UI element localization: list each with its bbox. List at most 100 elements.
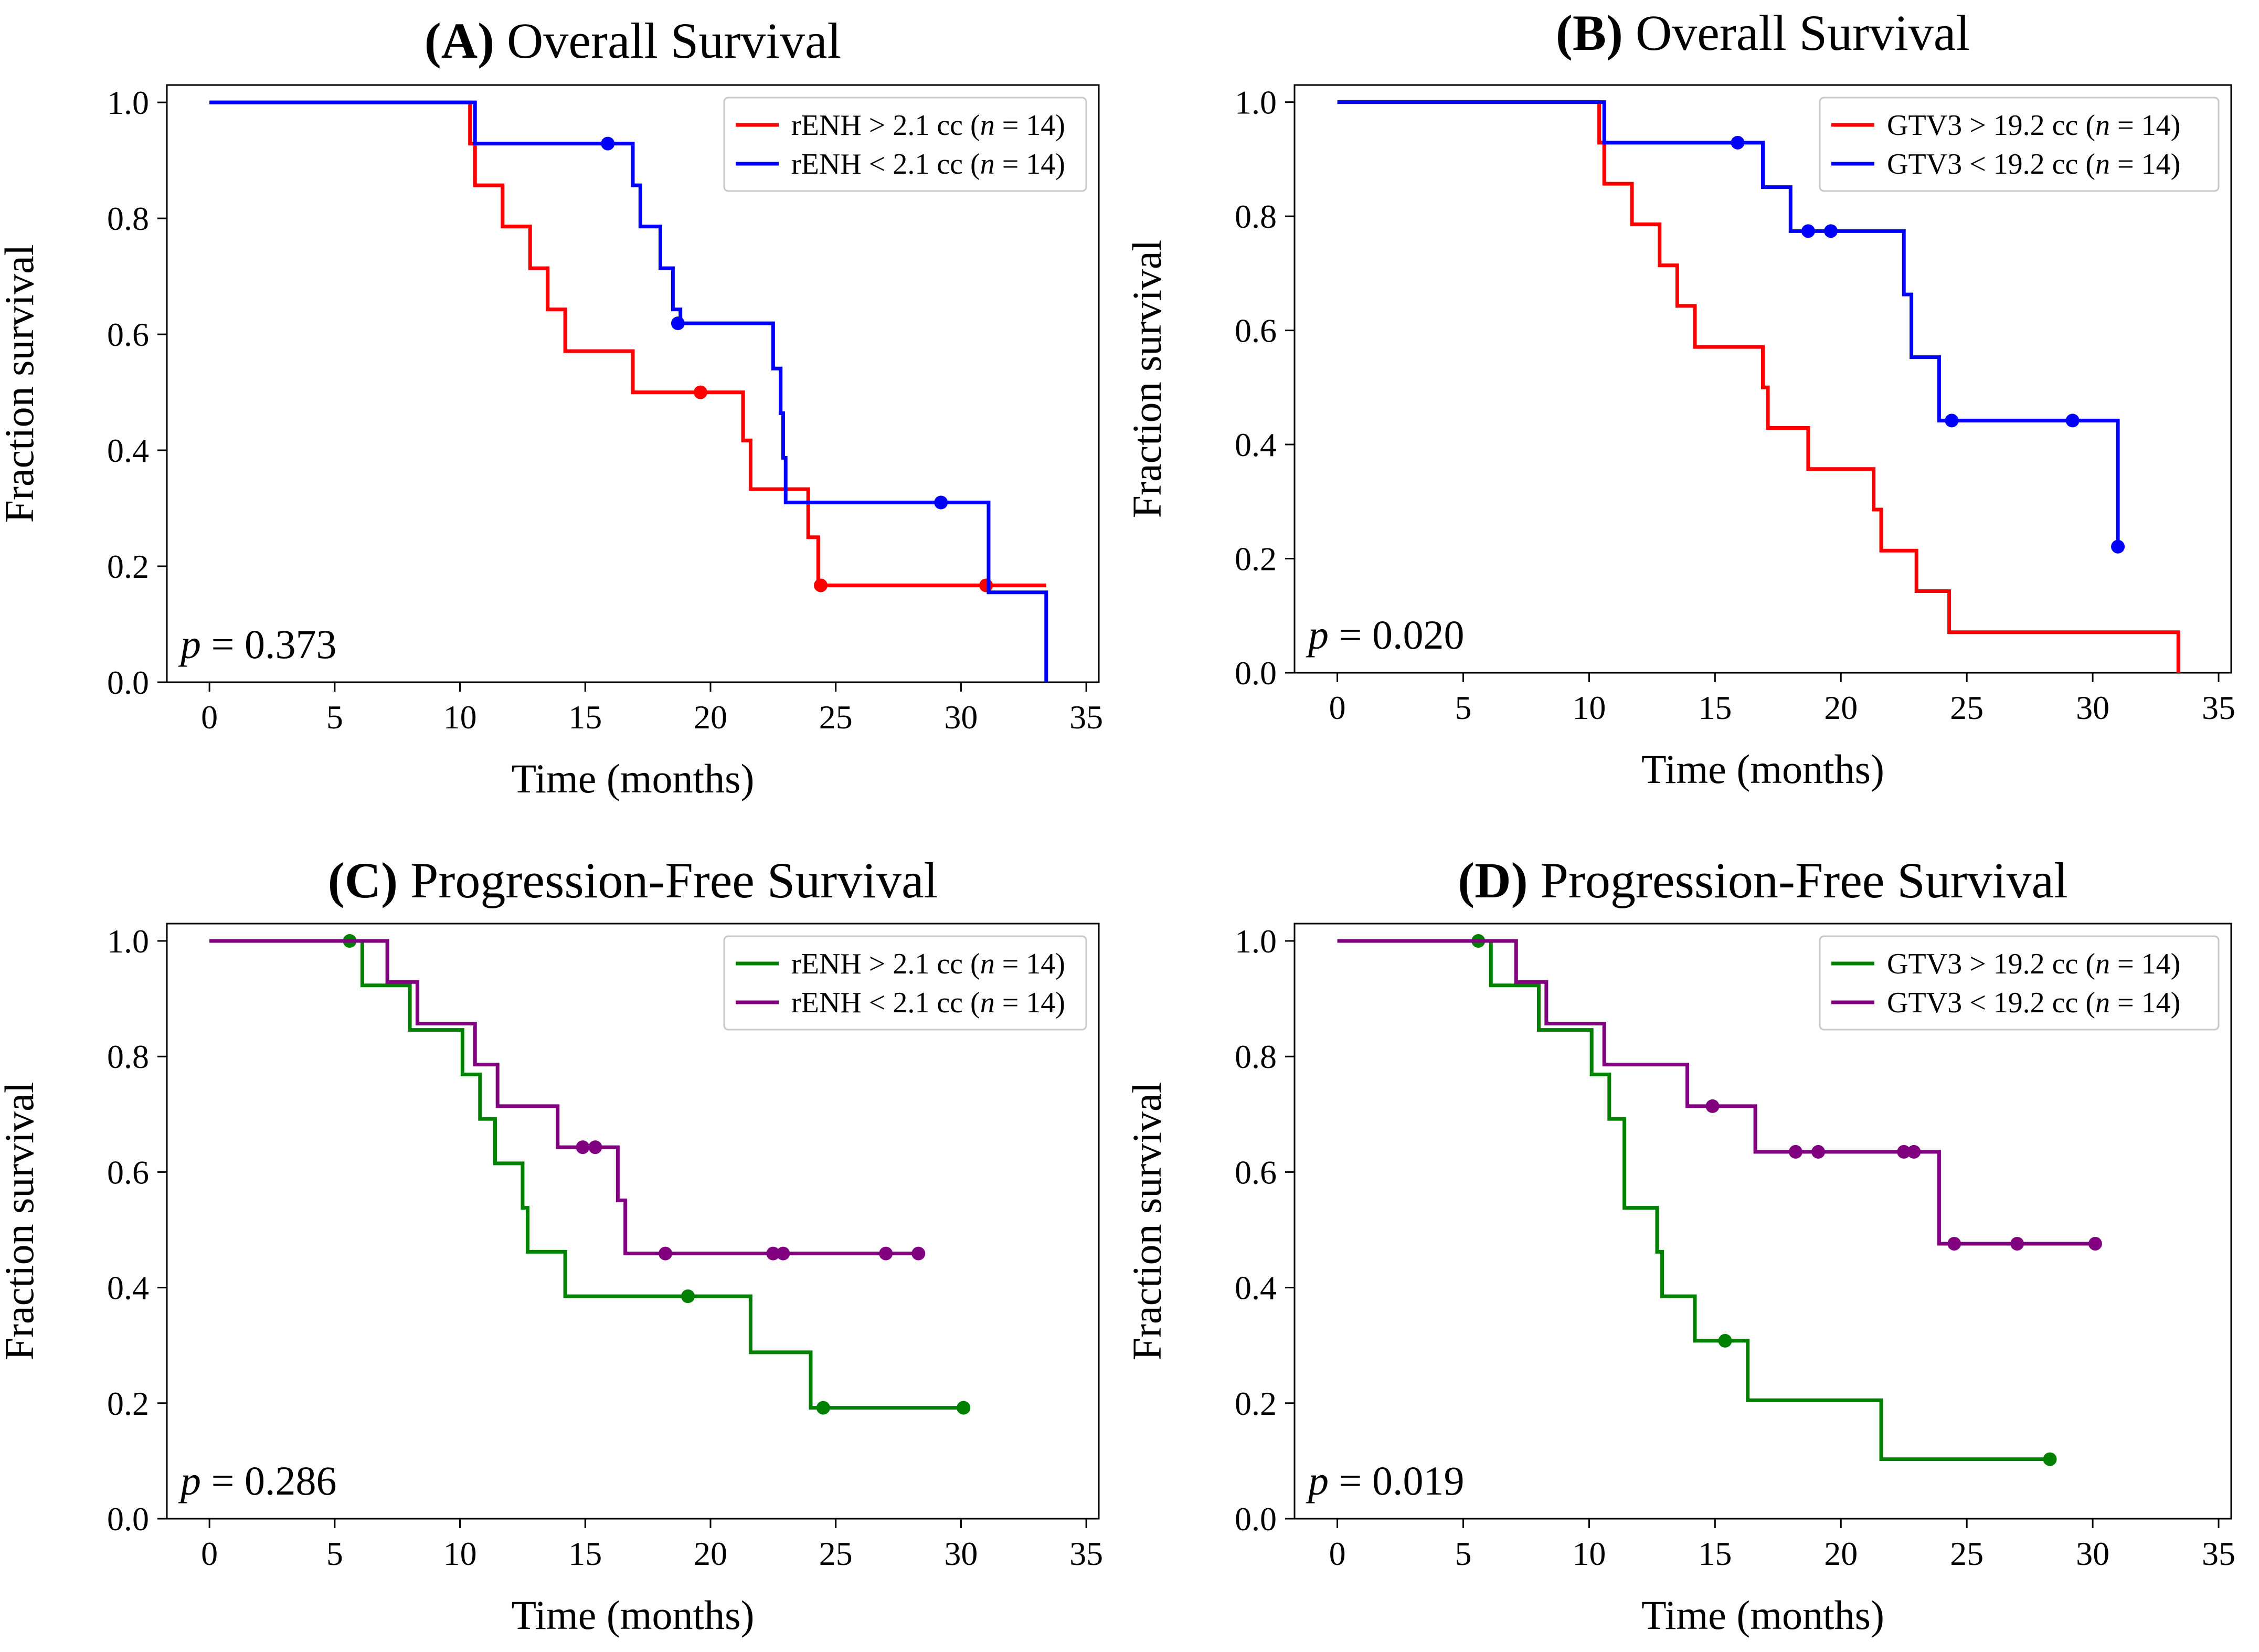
censor-mark bbox=[659, 1246, 673, 1261]
legend: GTV3 > 19.2 cc (n = 14) GTV3 < 19.2 cc (n… bbox=[1819, 97, 2220, 192]
p-value: p = 0.019 bbox=[1306, 1458, 1465, 1503]
legend-box bbox=[723, 97, 1087, 192]
x-tick-label: 15 bbox=[568, 1535, 602, 1572]
panel-title-label: (C) bbox=[328, 852, 398, 908]
legend: GTV3 > 19.2 cc (n = 14) GTV3 < 19.2 cc (n… bbox=[1819, 935, 2220, 1031]
y-tick-label: 0.4 bbox=[1235, 426, 1277, 463]
panel-b: (B) Overall Survival 0 5 10 15 20 25 30 35 0.0 0.2… bbox=[1124, 5, 2235, 792]
censor-mark bbox=[681, 1289, 695, 1304]
x-tick-label: 20 bbox=[694, 698, 727, 736]
panel-title: (B) Overall Survival bbox=[1556, 5, 1970, 61]
censor-mark bbox=[2088, 1236, 2102, 1251]
x-tick-label: 5 bbox=[326, 698, 343, 736]
censor-mark bbox=[1731, 135, 1745, 150]
y-tick-label: 0.6 bbox=[1235, 1153, 1277, 1191]
censor-mark bbox=[1907, 1145, 1921, 1159]
x-tick-label: 25 bbox=[1950, 689, 1984, 726]
survival-curve-2 bbox=[209, 939, 919, 1256]
p-value: p = 0.373 bbox=[178, 621, 337, 667]
legend: rENH > 2.1 cc (n = 14) rENH < 2.1 cc (n =… bbox=[723, 97, 1087, 192]
x-tick-label: 10 bbox=[443, 698, 477, 736]
legend-box bbox=[1819, 97, 2220, 192]
panel-a: (A) Overall Survival 0 5 10 15 20 25 30 35 0.0 0.2… bbox=[0, 13, 1103, 801]
legend: rENH > 2.1 cc (n = 14) rENH < 2.1 cc (n =… bbox=[723, 935, 1087, 1031]
censor-mark bbox=[957, 1401, 971, 1415]
x-tick-label: 35 bbox=[1069, 698, 1103, 736]
legend-entry-1: GTV3 > 19.2 cc (n = 14) bbox=[1887, 948, 2180, 980]
plot-frame bbox=[1293, 923, 2232, 1520]
censor-mark bbox=[1945, 414, 1959, 428]
censor-mark bbox=[2010, 1236, 2024, 1251]
y-axis-label: Fraction survival bbox=[1124, 1082, 1170, 1361]
legend-entry-2: GTV3 < 19.2 cc (n = 14) bbox=[1887, 987, 2180, 1019]
censor-mark bbox=[911, 1246, 926, 1261]
legend-box bbox=[723, 935, 1087, 1031]
censor-mark bbox=[693, 385, 707, 399]
censor-mark bbox=[776, 1246, 790, 1261]
censor-mark bbox=[588, 1140, 602, 1155]
x-tick-label: 15 bbox=[1698, 1535, 1732, 1572]
p-value: p = 0.286 bbox=[178, 1458, 337, 1503]
x-tick-label: 30 bbox=[2076, 689, 2109, 726]
x-tick-label: 10 bbox=[443, 1535, 477, 1572]
legend-entry-2: rENH < 2.1 cc (n = 14) bbox=[791, 148, 1065, 181]
y-axis-label: Fraction survival bbox=[0, 245, 42, 523]
y-tick-label: 0.0 bbox=[1235, 654, 1277, 692]
y-tick-label: 0.6 bbox=[107, 316, 149, 353]
y-tick-label: 0.0 bbox=[107, 1500, 149, 1538]
censor-mark bbox=[1788, 1145, 1802, 1159]
censor-mark bbox=[766, 1246, 780, 1261]
y-tick-label: 0.6 bbox=[1235, 312, 1277, 350]
x-tick-label: 20 bbox=[1824, 1535, 1858, 1572]
legend-entry-1: GTV3 > 19.2 cc (n = 14) bbox=[1887, 109, 2180, 142]
y-tick-label: 1.0 bbox=[1235, 923, 1277, 960]
x-axis-label: Time (months) bbox=[1641, 746, 1884, 792]
censor-mark bbox=[934, 495, 948, 510]
y-tick-label: 1.0 bbox=[1235, 84, 1277, 121]
panel-title-label: (D) bbox=[1458, 852, 1528, 908]
x-tick-label: 30 bbox=[944, 698, 978, 736]
y-tick-label: 1.0 bbox=[107, 923, 149, 960]
x-tick-label: 20 bbox=[694, 1535, 727, 1572]
x-tick-label: 0 bbox=[1329, 1535, 1346, 1572]
p-value: p = 0.020 bbox=[1306, 612, 1465, 658]
panel-c: (C) Progression-Free Survival 0 5 10 15 20 25 3… bbox=[0, 852, 1103, 1638]
x-tick-label: 10 bbox=[1572, 689, 1606, 726]
y-tick-label: 0.4 bbox=[1235, 1269, 1277, 1307]
x-tick-label: 30 bbox=[944, 1535, 978, 1572]
censor-mark bbox=[979, 578, 993, 592]
x-tick-label: 25 bbox=[819, 698, 853, 736]
censor-mark bbox=[1897, 1145, 1911, 1159]
y-tick-label: 0.2 bbox=[1235, 1385, 1277, 1422]
x-tick-label: 5 bbox=[1455, 1535, 1471, 1572]
y-tick-label: 0.8 bbox=[107, 200, 149, 237]
survival-curve-1 bbox=[1337, 100, 2180, 673]
y-tick-label: 0.4 bbox=[107, 1269, 149, 1307]
legend-box bbox=[1819, 935, 2220, 1031]
censor-mark bbox=[1824, 224, 1838, 238]
panel-title-text: Overall Survival bbox=[494, 13, 841, 69]
panel-title-text: Overall Survival bbox=[1623, 5, 1970, 61]
panel-title: (D) Progression-Free Survival bbox=[1458, 852, 2067, 908]
legend-entry-1: rENH > 2.1 cc (n = 14) bbox=[791, 109, 1065, 142]
x-axis-label: Time (months) bbox=[511, 756, 754, 801]
x-tick-label: 25 bbox=[1950, 1535, 1984, 1572]
censor-mark bbox=[2043, 1452, 2057, 1466]
x-axis-label: Time (months) bbox=[1641, 1592, 1884, 1638]
x-tick-label: 15 bbox=[568, 698, 602, 736]
censor-mark bbox=[671, 316, 685, 331]
y-tick-label: 0.8 bbox=[1235, 198, 1277, 235]
panel-title: (C) Progression-Free Survival bbox=[328, 852, 938, 908]
y-tick-label: 0.2 bbox=[107, 548, 149, 585]
y-tick-label: 0.0 bbox=[107, 664, 149, 701]
plot-frame bbox=[166, 84, 1100, 683]
censor-mark bbox=[879, 1246, 893, 1261]
x-tick-label: 0 bbox=[201, 1535, 218, 1572]
y-tick-label: 1.0 bbox=[107, 84, 149, 121]
y-axis-label: Fraction survival bbox=[0, 1082, 42, 1361]
y-axis-label: Fraction survival bbox=[1124, 240, 1170, 518]
y-tick-label: 0.6 bbox=[107, 1153, 149, 1191]
x-tick-label: 10 bbox=[1572, 1535, 1606, 1572]
censor-mark bbox=[601, 136, 615, 151]
